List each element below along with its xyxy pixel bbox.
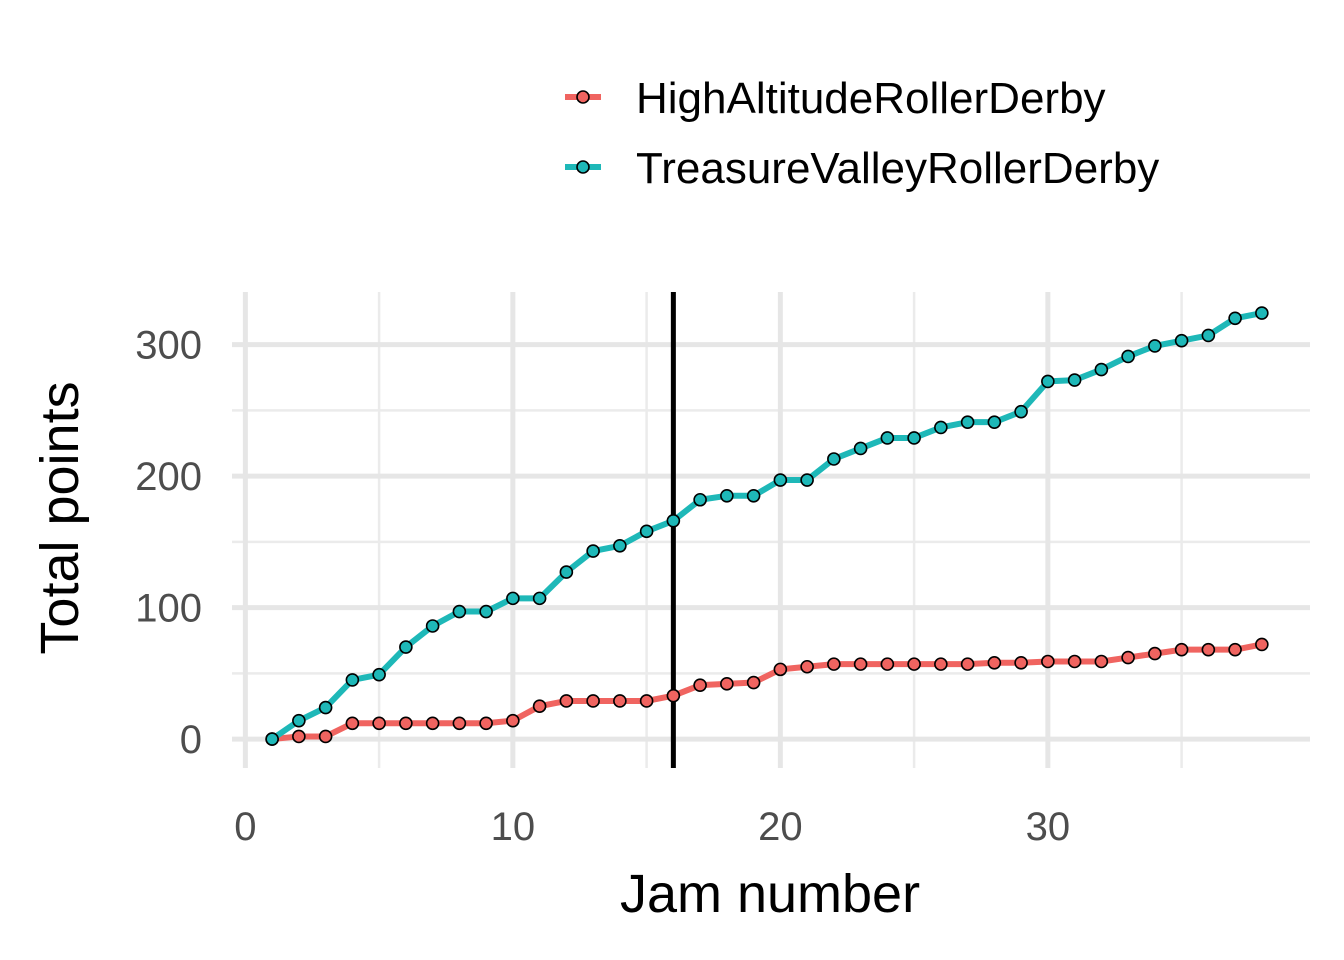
data-point: [960, 415, 975, 429]
data-point: [559, 565, 574, 579]
data-point: [693, 492, 707, 507]
data-point: [345, 673, 360, 687]
data-point: [693, 678, 707, 692]
data-point: [425, 716, 440, 731]
data-point: [934, 657, 948, 671]
legend-key-point: [576, 90, 590, 104]
grid: [232, 292, 1310, 768]
data-point: [827, 657, 841, 671]
data-point: [1094, 362, 1109, 377]
series-layer: [265, 306, 1269, 746]
data-point: [532, 699, 547, 713]
data-point: [559, 694, 574, 708]
data-point: [934, 420, 948, 435]
data-point: [1121, 349, 1135, 364]
data-point: [639, 694, 654, 708]
data-point: [720, 489, 734, 503]
data-point: [506, 591, 520, 606]
data-point: [746, 675, 761, 690]
data-point: [987, 415, 1002, 429]
series-line: [269, 641, 1265, 743]
data-point: [1067, 373, 1082, 387]
data-point: [666, 688, 681, 703]
data-point: [1174, 333, 1189, 348]
x-axis-title: Jam number: [620, 864, 920, 924]
data-point: [1255, 637, 1269, 652]
data-point: [800, 659, 814, 674]
data-point: [452, 604, 467, 619]
y-tick-label: 0: [180, 718, 202, 762]
data-point: [506, 713, 520, 728]
data-point: [987, 656, 1002, 670]
data-point: [666, 513, 681, 528]
data-point: [613, 538, 627, 553]
data-point: [1255, 306, 1269, 320]
legend-label: HighAltitudeRollerDerby: [636, 74, 1106, 123]
y-tick-label: 100: [135, 587, 202, 631]
data-point: [372, 716, 386, 731]
data-point: [1041, 374, 1055, 389]
data-point: [907, 431, 921, 445]
data-point: [827, 452, 841, 466]
data-point: [586, 544, 600, 558]
y-axis-title: Total points: [30, 381, 90, 654]
data-point: [1228, 642, 1242, 657]
data-point: [265, 732, 279, 746]
data-point: [292, 729, 306, 744]
data-point: [1201, 642, 1216, 657]
data-point: [853, 657, 868, 671]
data-point: [880, 657, 895, 671]
y-tick-label: 300: [135, 324, 202, 368]
legend-label: TreasureValleyRollerDerby: [636, 144, 1159, 193]
data-point: [1041, 654, 1055, 669]
x-tick-label: 0: [234, 805, 256, 849]
data-point: [318, 729, 333, 744]
data-point: [773, 473, 788, 487]
data-point: [452, 716, 467, 731]
legend-key-point: [576, 160, 590, 174]
series-TreasureValleyRollerDerby: [265, 306, 1269, 746]
data-point: [1014, 404, 1028, 419]
data-point: [1228, 311, 1242, 326]
data-point: [639, 524, 654, 539]
data-point: [1094, 654, 1109, 669]
data-point: [800, 473, 814, 487]
data-point: [399, 716, 413, 731]
data-point: [1148, 339, 1162, 353]
data-point: [853, 441, 868, 456]
data-point: [1121, 650, 1135, 665]
data-point: [318, 700, 333, 715]
data-point: [960, 657, 975, 671]
data-point: [345, 716, 360, 731]
data-point: [880, 431, 895, 445]
data-point: [613, 694, 627, 708]
legend-item: TreasureValleyRollerDerby: [565, 144, 1159, 193]
data-point: [1067, 654, 1082, 669]
data-point: [292, 713, 306, 728]
data-point: [1201, 328, 1216, 343]
data-point: [746, 489, 761, 503]
x-tick-label: 30: [1026, 805, 1071, 849]
data-point: [907, 657, 921, 671]
data-point: [1014, 656, 1028, 670]
data-point: [479, 604, 493, 619]
data-point: [773, 662, 788, 677]
data-point: [532, 591, 547, 606]
data-point: [372, 667, 386, 682]
data-point: [586, 694, 600, 708]
legend-item: HighAltitudeRollerDerby: [565, 74, 1106, 123]
data-point: [720, 677, 734, 691]
x-tick-label: 20: [758, 805, 803, 849]
data-point: [425, 619, 440, 633]
series-HighAltitudeRollerDerby: [265, 637, 1269, 746]
x-tick-label: 10: [491, 805, 536, 849]
y-tick-label: 200: [135, 455, 202, 499]
data-point: [399, 640, 413, 654]
data-point: [1174, 642, 1189, 657]
legend: HighAltitudeRollerDerby TreasureValleyRol…: [565, 74, 1159, 193]
data-point: [1148, 646, 1162, 661]
data-point: [479, 716, 493, 731]
